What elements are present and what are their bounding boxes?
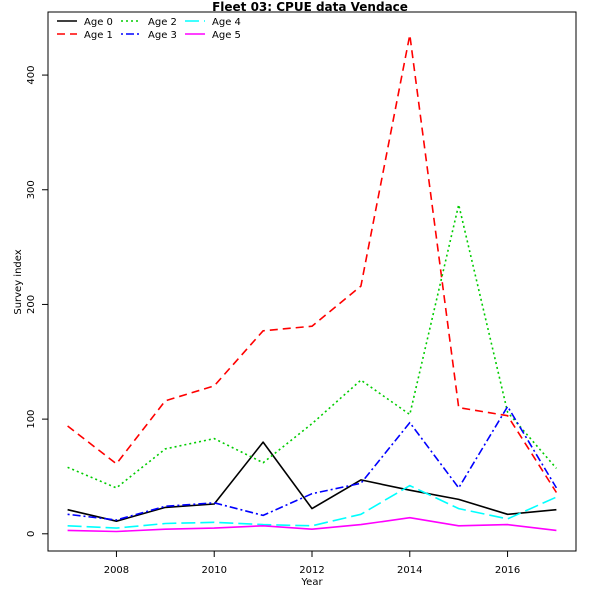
x-tick-label: 2016 [495,565,520,576]
legend-label: Age 5 [212,30,241,41]
legend-item: Age 5 [185,30,241,41]
x-tick-label: 2012 [299,565,324,576]
series-line-age-1 [67,34,558,493]
series-line-age-5 [67,516,557,533]
chart-title: Fleet 03: CPUE data Vendace [212,0,408,14]
y-tick-label: 100 [26,410,37,429]
legend: Age 0 Age 1 Age 2 Age 3 Age 4 Age 5 [57,17,241,41]
legend-label: Age 2 [148,17,177,28]
y-tick-label: 300 [26,180,37,199]
legend-label: Age 1 [84,30,113,41]
y-tick-label: 0 [26,531,37,537]
x-tick-label: 2010 [201,565,226,576]
legend-item: Age 0 [57,17,113,28]
x-tick-label: 2008 [104,565,129,576]
legend-item: Age 2 [121,17,177,28]
series-layer [67,34,558,533]
legend-item: Age 4 [185,17,241,28]
y-tick-label: 200 [26,295,37,314]
legend-label: Age 3 [148,30,177,41]
y-axis-label: Survey index [13,249,24,314]
x-axis: 2008 2010 2012 2014 2016 [104,551,520,576]
legend-label: Age 4 [212,17,241,28]
legend-item: Age 1 [57,30,113,41]
x-tick-label: 2014 [397,565,422,576]
series-line-age-0 [67,441,557,523]
series-line-age-4 [67,484,557,529]
legend-label: Age 0 [84,17,113,28]
y-tick-label: 400 [26,66,37,85]
series-line-age-3 [67,405,558,521]
legend-item: Age 3 [121,30,177,41]
y-axis: 0 100 200 300 400 [26,66,48,537]
x-axis-label: Year [300,577,323,588]
